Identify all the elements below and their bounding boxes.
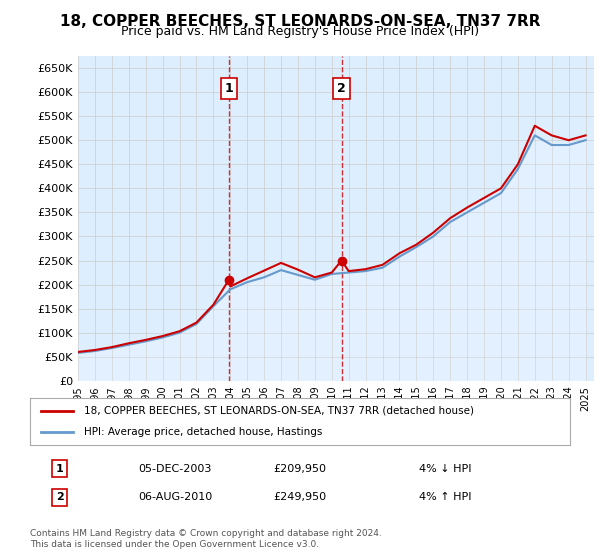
Text: 05-DEC-2003: 05-DEC-2003 xyxy=(138,464,211,474)
Text: Price paid vs. HM Land Registry's House Price Index (HPI): Price paid vs. HM Land Registry's House … xyxy=(121,25,479,38)
Text: 2: 2 xyxy=(56,492,64,502)
Text: £249,950: £249,950 xyxy=(273,492,326,502)
Text: 06-AUG-2010: 06-AUG-2010 xyxy=(138,492,212,502)
Text: 1: 1 xyxy=(56,464,64,474)
Text: 4% ↓ HPI: 4% ↓ HPI xyxy=(419,464,472,474)
Text: Contains HM Land Registry data © Crown copyright and database right 2024.
This d: Contains HM Land Registry data © Crown c… xyxy=(30,529,382,549)
Text: 18, COPPER BEECHES, ST LEONARDS-ON-SEA, TN37 7RR: 18, COPPER BEECHES, ST LEONARDS-ON-SEA, … xyxy=(60,14,540,29)
Text: 4% ↑ HPI: 4% ↑ HPI xyxy=(419,492,472,502)
Text: £209,950: £209,950 xyxy=(273,464,326,474)
Text: 18, COPPER BEECHES, ST LEONARDS-ON-SEA, TN37 7RR (detached house): 18, COPPER BEECHES, ST LEONARDS-ON-SEA, … xyxy=(84,406,474,416)
Text: 2: 2 xyxy=(337,82,346,95)
Text: HPI: Average price, detached house, Hastings: HPI: Average price, detached house, Hast… xyxy=(84,427,322,437)
Text: 1: 1 xyxy=(224,82,233,95)
